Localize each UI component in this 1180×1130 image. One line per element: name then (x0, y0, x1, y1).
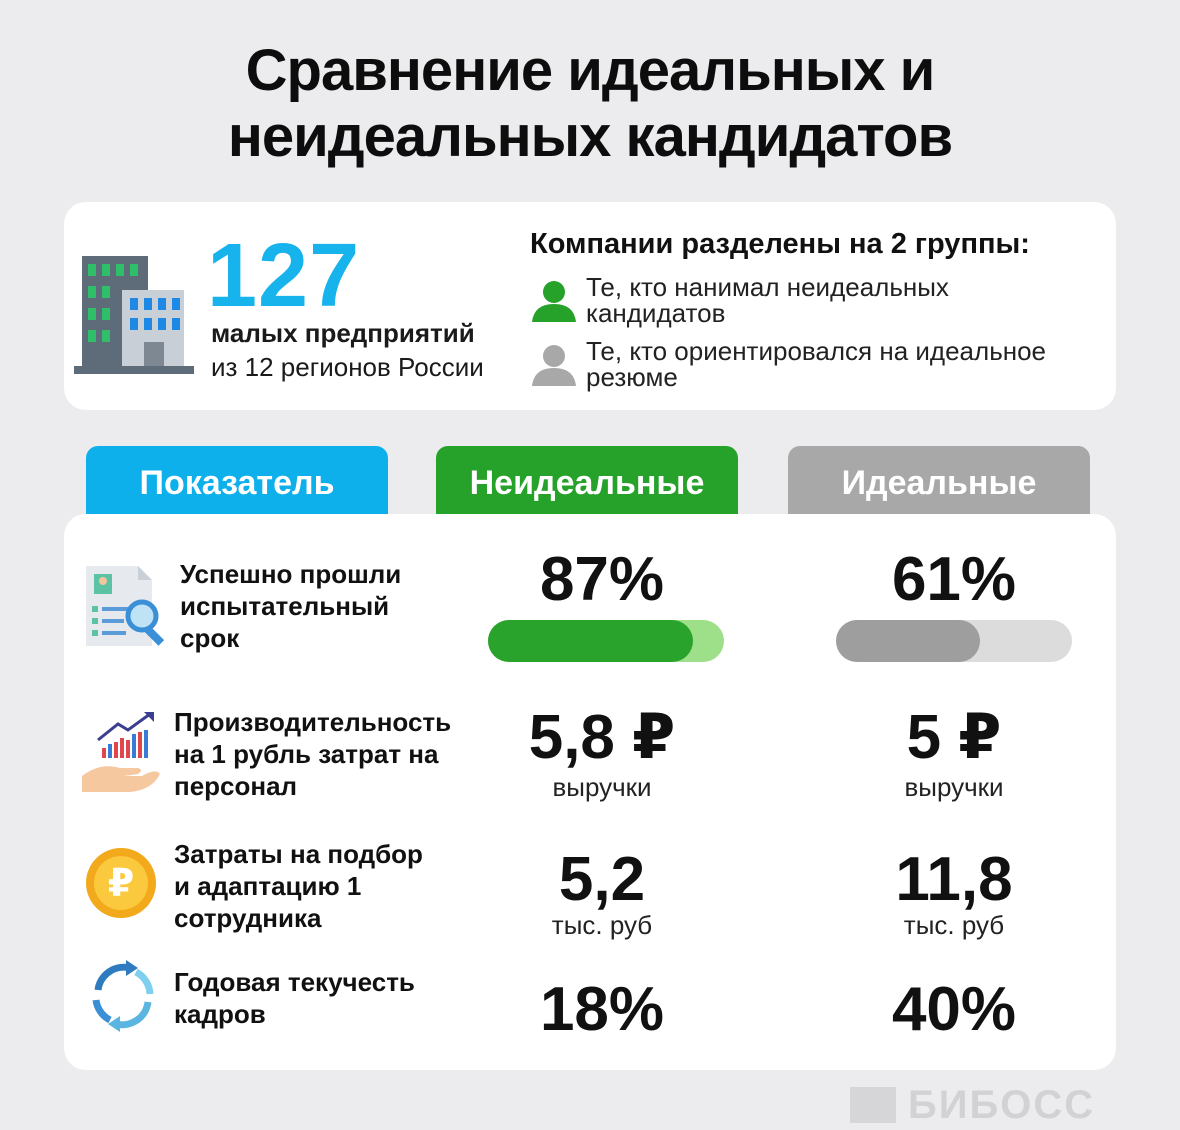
non-ideal-progress-bar (488, 620, 724, 662)
comparison-card: Успешно прошли испытательный срок 87% 61… (64, 514, 1116, 1070)
header-indicator: Показатель (86, 446, 388, 520)
header-non-ideal: Неидеальные (436, 446, 738, 520)
row-3-ideal-unit: тыс. руб (903, 910, 1005, 940)
row-4-label: Годовая текучесть кадров (174, 967, 415, 1029)
building-icon (74, 256, 194, 374)
row-1-label: Успешно прошли испытательный срок (180, 559, 402, 653)
row-1-ideal-value: 61% (891, 545, 1017, 614)
brand-logo-text: БИБОСС (908, 1083, 1096, 1127)
row-4-non-ideal-value: 18% (539, 975, 665, 1044)
group-2-line-2: резюме (586, 362, 678, 392)
svg-text:₽: ₽ (108, 861, 134, 905)
title-line-2: неидеальных кандидатов (227, 104, 953, 169)
row-2-non-ideal-value: 5,8 ₽ (528, 703, 676, 772)
row-2-ideal-value: 5 ₽ (906, 703, 1002, 772)
header-ideal: Идеальные (788, 446, 1090, 520)
row-3-non-ideal-value: 5,2 (558, 845, 646, 914)
person-gray-icon (532, 345, 576, 386)
growth-hand-icon (82, 712, 160, 792)
brand-logo-mark (850, 1087, 896, 1123)
row-1-non-ideal-value: 87% (539, 545, 665, 614)
row-3-ideal-value: 11,8 (895, 845, 1013, 914)
person-green-icon (532, 281, 576, 322)
summary-card: 127 малых предприятий из 12 регионов Рос… (64, 202, 1116, 410)
group-1-line-1: Те, кто нанимал неидеальных (586, 272, 949, 302)
page-title: Сравнение идеальных и неидеальных кандид… (0, 38, 1180, 170)
ruble-coin-icon: ₽ (86, 848, 156, 918)
row-3-non-ideal-unit: тыс. руб (551, 910, 653, 940)
non-ideal-progress-fill (488, 620, 694, 662)
row-2-non-ideal-unit: выручки (552, 772, 652, 802)
row-3-label: Затраты на подбор и адаптацию 1 сотрудни… (174, 839, 423, 933)
group-1-line-2: кандидатов (586, 298, 726, 328)
companies-count: 127 (207, 226, 361, 326)
companies-count-label: малых предприятий (211, 318, 475, 348)
ideal-progress-fill (836, 620, 980, 662)
regions-label: из 12 регионов России (211, 352, 484, 382)
group-2-line-1: Те, кто ориентировался на идеальное (586, 336, 1047, 366)
row-4-ideal-value: 40% (891, 975, 1017, 1044)
row-2-label: Производительность на 1 рубль затрат на … (174, 707, 452, 801)
document-search-icon (86, 566, 165, 646)
row-2-ideal-unit: выручки (904, 772, 1004, 802)
cycle-arrows-icon (92, 960, 154, 1032)
ideal-progress-bar (836, 620, 1072, 662)
title-line-1: Сравнение идеальных и (245, 38, 936, 103)
groups-title: Компании разделены на 2 группы: (530, 228, 1030, 260)
